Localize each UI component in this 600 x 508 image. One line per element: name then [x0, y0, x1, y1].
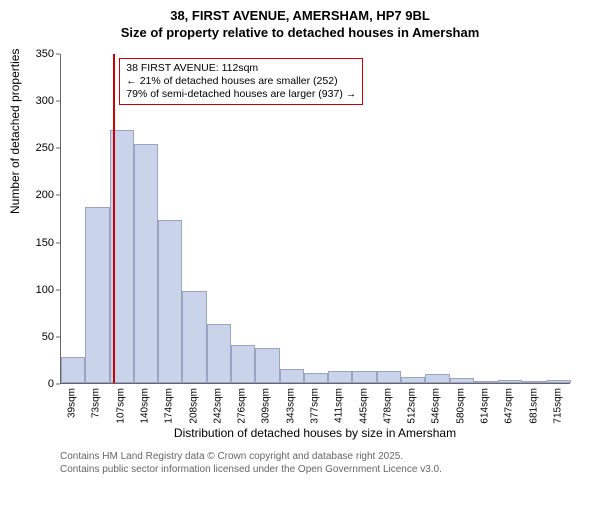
y-tick-mark: [56, 289, 60, 290]
x-tick-label: 73sqm: [91, 388, 102, 418]
y-tick-label: 50: [0, 331, 60, 343]
y-tick-label: 100: [0, 284, 60, 296]
histogram-bar: [425, 374, 449, 383]
histogram-bar: [304, 373, 328, 383]
chart-title-sub: Size of property relative to detached ho…: [0, 25, 600, 40]
histogram-bar: [280, 369, 304, 383]
histogram-bar: [61, 357, 85, 383]
histogram-bar: [522, 381, 546, 383]
x-tick-label: 309sqm: [261, 388, 272, 424]
x-tick-label: 546sqm: [431, 388, 442, 424]
x-tick-label: 242sqm: [212, 388, 223, 424]
x-axis-label: Distribution of detached houses by size …: [60, 426, 570, 440]
credit-line-1: Contains HM Land Registry data © Crown c…: [60, 450, 600, 463]
y-tick-label: 200: [0, 189, 60, 201]
x-tick-label: 39sqm: [67, 388, 78, 418]
x-tick-label: 174sqm: [164, 388, 175, 424]
y-tick-mark: [56, 336, 60, 337]
x-tick-label: 681sqm: [528, 388, 539, 424]
x-tick-label: 647sqm: [504, 388, 515, 424]
plot-area: 38 FIRST AVENUE: 112sqm← 21% of detached…: [60, 54, 570, 384]
y-tick-label: 350: [0, 48, 60, 60]
histogram-bar: [134, 144, 158, 383]
y-tick-label: 300: [0, 95, 60, 107]
y-tick-mark: [56, 384, 60, 385]
histogram-bar: [474, 381, 498, 383]
y-tick-mark: [56, 101, 60, 102]
x-tick-label: 208sqm: [188, 388, 199, 424]
x-tick-label: 107sqm: [115, 388, 126, 424]
histogram-bar: [547, 380, 571, 383]
y-tick-mark: [56, 54, 60, 55]
histogram-bar: [401, 377, 425, 383]
histogram-bar: [255, 348, 279, 383]
y-tick-mark: [56, 242, 60, 243]
chart-container: Number of detached properties 38 FIRST A…: [0, 44, 600, 444]
histogram-bar: [377, 371, 401, 383]
x-tick-label: 715sqm: [552, 388, 563, 424]
credit-line-2: Contains public sector information licen…: [60, 463, 600, 476]
histogram-bar: [158, 220, 182, 383]
info-line-2: ← 21% of detached houses are smaller (25…: [126, 75, 356, 88]
histogram-bar: [328, 371, 352, 383]
histogram-bar: [182, 291, 206, 383]
x-tick-label: 411sqm: [334, 388, 345, 423]
x-tick-label: 445sqm: [358, 388, 369, 424]
histogram-bar: [207, 324, 231, 383]
y-tick-mark: [56, 148, 60, 149]
chart-title-main: 38, FIRST AVENUE, AMERSHAM, HP7 9BL: [0, 8, 600, 23]
histogram-bar: [231, 345, 255, 383]
x-tick-label: 276sqm: [237, 388, 248, 424]
info-line-1: 38 FIRST AVENUE: 112sqm: [126, 62, 356, 75]
reference-line: [113, 54, 115, 383]
info-box: 38 FIRST AVENUE: 112sqm← 21% of detached…: [119, 58, 363, 105]
x-tick-label: 343sqm: [285, 388, 296, 424]
y-tick-mark: [56, 195, 60, 196]
credits: Contains HM Land Registry data © Crown c…: [60, 450, 600, 476]
x-tick-label: 614sqm: [480, 388, 491, 424]
histogram-bar: [498, 380, 522, 383]
x-tick-label: 512sqm: [407, 388, 418, 424]
histogram-bar: [352, 371, 376, 383]
x-tick-label: 377sqm: [310, 388, 321, 424]
x-tick-label: 478sqm: [382, 388, 393, 424]
y-tick-label: 250: [0, 142, 60, 154]
histogram-bar: [450, 378, 474, 383]
x-tick-label: 140sqm: [140, 388, 151, 424]
y-tick-label: 150: [0, 237, 60, 249]
y-tick-label: 0: [0, 378, 60, 390]
info-line-3: 79% of semi-detached houses are larger (…: [126, 88, 356, 101]
x-tick-label: 580sqm: [455, 388, 466, 424]
histogram-bar: [85, 207, 109, 383]
